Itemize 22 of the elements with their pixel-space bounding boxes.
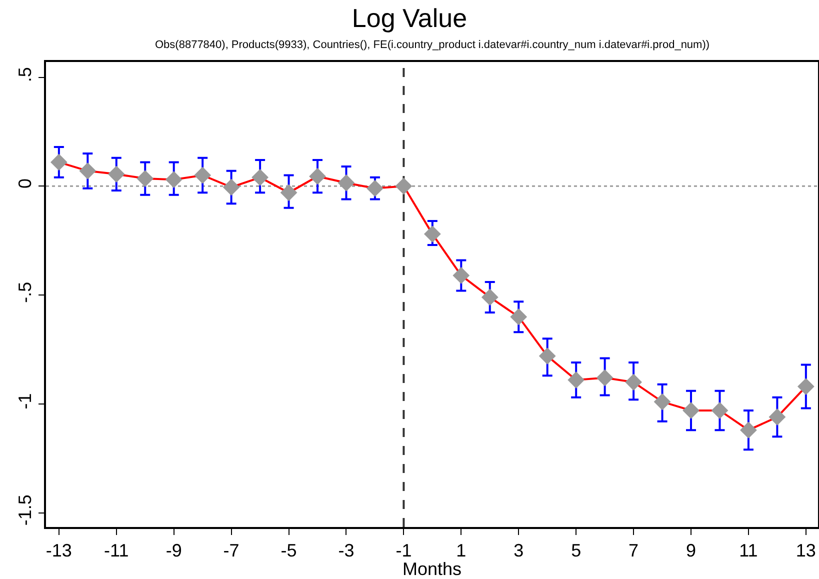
x-tick-label: 7	[628, 540, 639, 560]
x-tick-label: -1	[396, 540, 412, 560]
chart-subtitle: Obs(8877840), Products(9933), Countries(), FE(i.country_product i.datevar#i.country_num i.datevar#i.prod_num))	[155, 39, 710, 51]
x-tick-label: -13	[46, 540, 72, 560]
x-tick-label: 3	[514, 540, 524, 560]
x-tick-label: 9	[686, 540, 696, 560]
x-tick-label: 11	[739, 540, 758, 560]
x-tick-label: -5	[280, 540, 297, 560]
x-tick-label: -3	[338, 540, 354, 560]
x-tick-label: 1	[456, 540, 466, 560]
y-tick-label: -1	[15, 393, 36, 410]
x-axis-title: Months	[402, 559, 462, 579]
x-tick-label: 5	[571, 540, 582, 560]
y-tick-label: -.5	[15, 282, 36, 303]
y-tick-label: -1.5	[15, 494, 36, 526]
x-tick-label: -11	[104, 540, 129, 560]
y-tick-label: 0	[15, 178, 36, 188]
x-tick-label: -7	[223, 540, 240, 560]
x-tick-label: 13	[796, 540, 816, 560]
y-tick-label: .5	[15, 67, 36, 82]
x-tick-label: -9	[166, 540, 182, 560]
chart-title: Log Value	[352, 2, 468, 33]
